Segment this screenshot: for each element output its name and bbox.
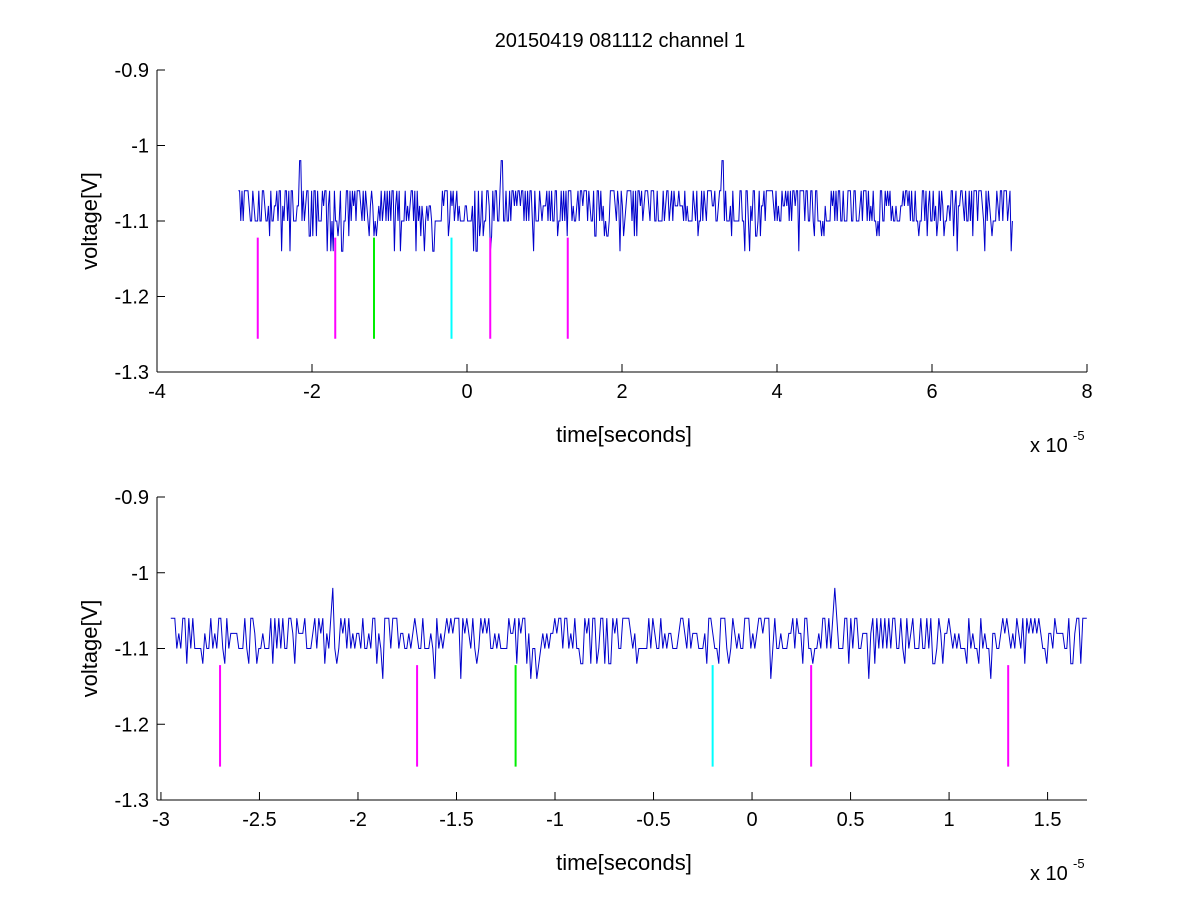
x-tick-label: 0.5: [837, 809, 865, 831]
x-tick-label: 8: [1081, 381, 1092, 403]
figure-title: 20150419 081112 channel 1: [495, 30, 746, 52]
x-tick-label: -1.5: [439, 809, 473, 831]
x-tick-label: 0: [746, 809, 757, 831]
y-tick-label: -1.1: [115, 639, 149, 661]
x-tick-label: 0: [461, 381, 472, 403]
x-tick-label: -2.5: [242, 809, 276, 831]
voltage-trace: [238, 160, 1013, 252]
x-exponent-label: x 10: [1030, 435, 1068, 457]
x-tick-label: 1: [944, 809, 955, 831]
x-tick-label: -4: [148, 381, 166, 403]
y-tick-label: -0.9: [115, 487, 149, 509]
x-axis-label: time[seconds]: [556, 850, 692, 875]
y-tick-label: -1.3: [115, 790, 149, 812]
y-tick-label: -1.1: [115, 211, 149, 233]
y-tick-label: -0.9: [115, 60, 149, 82]
x-exponent-label: x 10: [1030, 863, 1068, 885]
x-tick-label: -2: [349, 809, 367, 831]
x-tick-label: 6: [926, 381, 937, 403]
x-tick-label: 4: [771, 381, 782, 403]
x-tick-label: 1.5: [1034, 809, 1062, 831]
x-exponent-power: -5: [1073, 856, 1085, 871]
x-tick-label: -2: [303, 381, 321, 403]
y-axis-label: voltage[V]: [77, 172, 102, 270]
x-exponent-power: -5: [1073, 428, 1085, 443]
y-axis-label: voltage[V]: [77, 600, 102, 698]
voltage-trace: [170, 587, 1087, 679]
x-tick-label: -3: [152, 809, 170, 831]
y-tick-label: -1.2: [115, 287, 149, 309]
y-tick-label: -1: [131, 563, 149, 585]
top-subplot: -4 -2 0 2 4 6 8 -1.3 -1.2 -1.1 -1 -0.9 time[seconds]…: [77, 60, 1093, 457]
y-tick-label: -1: [131, 136, 149, 158]
y-tick-label: -1.3: [115, 362, 149, 384]
y-tick-label: -1.2: [115, 714, 149, 736]
bottom-subplot: -3 -2.5 -2 -1.5 -1 -0.5 0 0.5 1 1.5 -1.3 -1.2 -1.1 -1…: [77, 487, 1087, 885]
x-axis-label: time[seconds]: [556, 422, 692, 447]
x-tick-label: -0.5: [636, 809, 670, 831]
x-tick-label: -1: [546, 809, 564, 831]
x-tick-label: 2: [616, 381, 627, 403]
